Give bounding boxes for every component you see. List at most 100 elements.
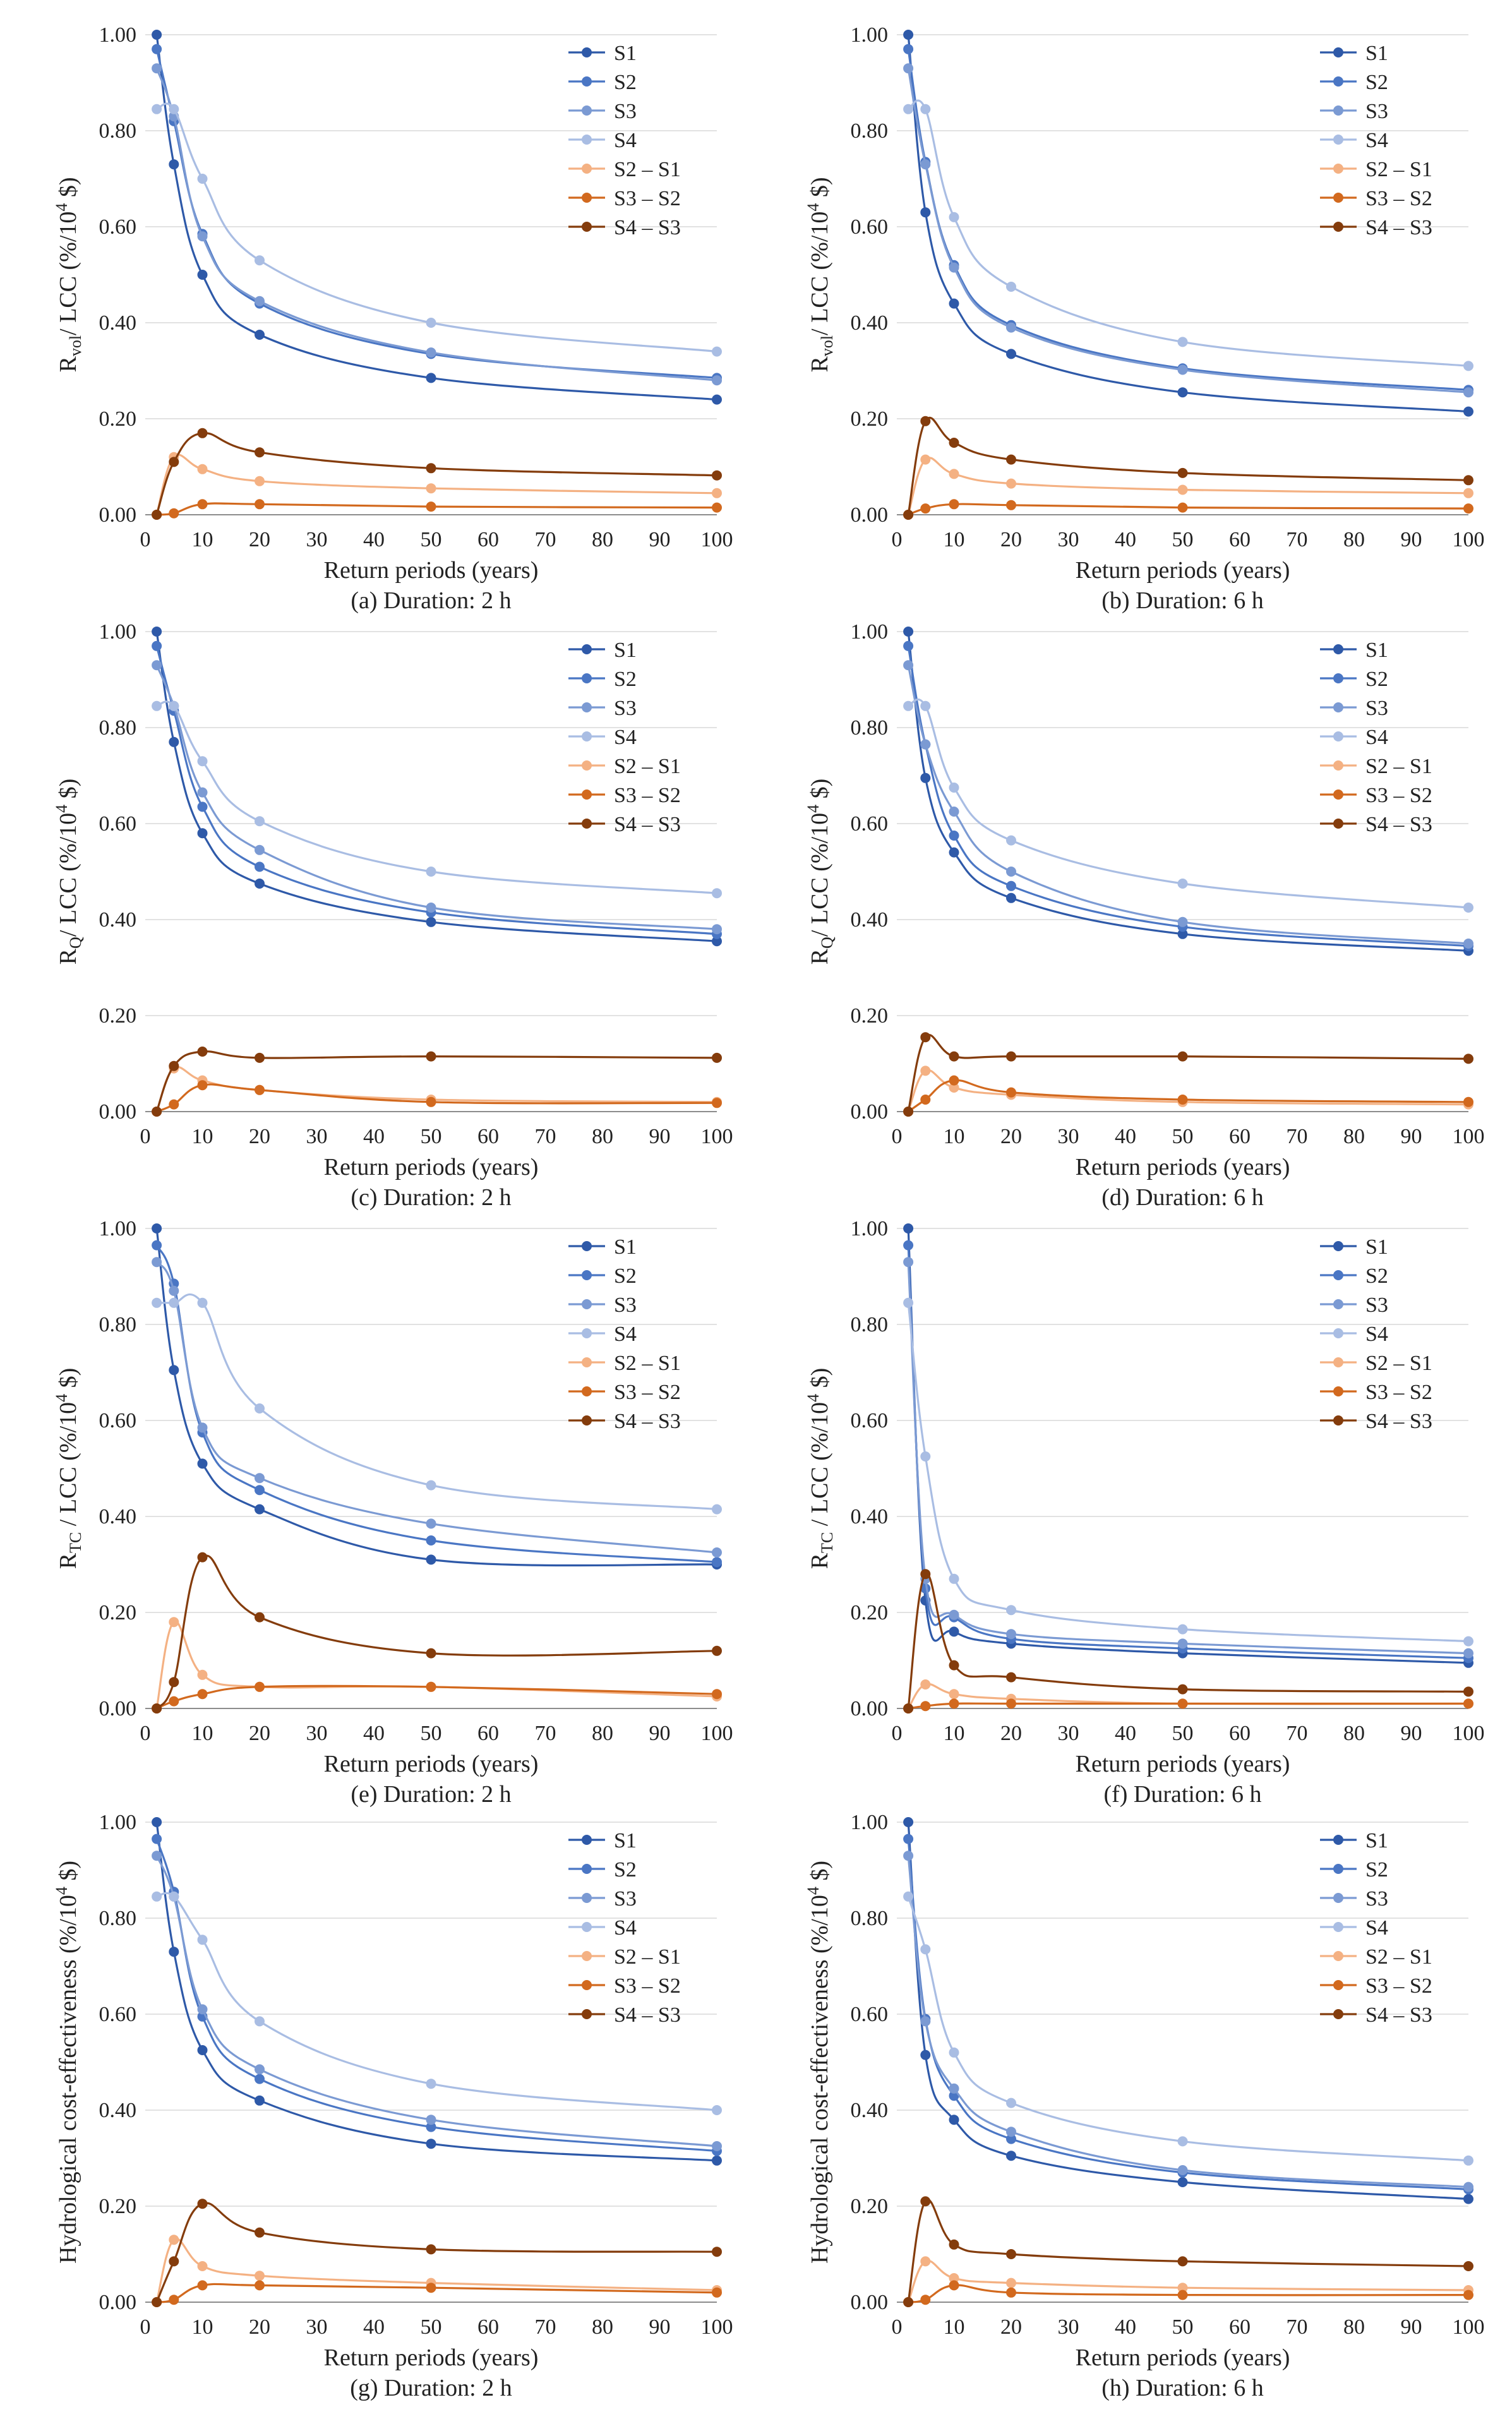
legend-marker	[1333, 1835, 1343, 1845]
data-point	[1177, 2165, 1188, 2175]
x-tick-label: 0	[892, 1722, 903, 1745]
legend-label: S3	[1365, 1294, 1388, 1317]
data-point	[169, 1947, 179, 1957]
legend-marker	[1333, 1415, 1343, 1426]
legend-label: S2	[614, 1858, 637, 1882]
legend-item: S4 – S3	[1320, 2003, 1432, 2027]
data-point	[920, 104, 931, 114]
data-point	[1006, 500, 1016, 510]
data-point	[1006, 322, 1016, 333]
legend-marker	[1333, 1328, 1343, 1338]
y-tick-label: 0.80	[851, 1907, 889, 1930]
data-point	[1463, 903, 1473, 913]
legend-label: S3	[614, 1887, 637, 1911]
legend-label: S4 – S3	[1365, 216, 1432, 239]
x-tick-label: 60	[477, 2315, 499, 2339]
data-point	[1006, 2249, 1016, 2259]
series-line-S4S3	[155, 432, 717, 515]
legend-item: S2 – S1	[1320, 158, 1432, 181]
data-point	[152, 2297, 162, 2307]
x-tick-label: 80	[1343, 528, 1365, 551]
data-point	[920, 2196, 931, 2207]
legend-item: S4	[568, 726, 637, 749]
legend-label: S3 – S2	[614, 784, 681, 807]
data-point	[197, 1935, 208, 1945]
legend-marker	[582, 47, 592, 57]
data-point	[903, 63, 914, 74]
x-axis-title: Return periods (years)	[324, 2344, 539, 2371]
data-point	[169, 1677, 179, 1688]
panel-caption: (h) Duration: 6 h	[1101, 2375, 1263, 2401]
x-tick-label: 20	[249, 1722, 270, 1745]
legend-item: S3 – S2	[1320, 187, 1432, 210]
x-tick-label: 90	[649, 528, 671, 551]
data-point	[1463, 1053, 1473, 1064]
x-tick-label: 70	[1287, 1722, 1308, 1745]
x-tick-label: 50	[421, 528, 442, 551]
x-tick-label: 40	[363, 1125, 385, 1148]
x-tick-label: 100	[701, 2315, 733, 2339]
y-tick-label: 0.00	[851, 1100, 889, 1124]
data-point	[1177, 2256, 1188, 2267]
legend-item: S4 – S3	[1320, 216, 1432, 239]
legend-label: S3 – S2	[614, 1974, 681, 1998]
legend-item: S2	[1320, 1858, 1388, 1882]
data-point	[169, 2256, 179, 2267]
series-line-S3	[907, 1856, 1469, 2188]
data-point	[1177, 2290, 1188, 2300]
data-point	[426, 2079, 436, 2089]
data-point	[426, 1681, 436, 1692]
data-point	[152, 1834, 162, 1844]
data-point	[1463, 475, 1473, 486]
x-tick-label: 100	[1453, 2315, 1485, 2339]
data-point	[949, 1051, 959, 1062]
data-point	[1006, 2098, 1016, 2108]
x-tick-label: 20	[1000, 528, 1022, 551]
data-point	[712, 1547, 722, 1558]
data-point	[1463, 406, 1473, 417]
data-point	[903, 1851, 914, 1861]
legend-marker	[582, 105, 592, 116]
legend-marker	[1333, 193, 1343, 203]
data-point	[903, 1891, 914, 1902]
x-tick-label: 70	[535, 2315, 556, 2339]
legend-item: S4	[568, 1323, 637, 1346]
legend-marker	[582, 1241, 592, 1251]
legend-item: S2	[568, 71, 637, 94]
y-tick-label: 0.40	[99, 1505, 137, 1528]
x-tick-label: 100	[701, 1125, 733, 1148]
legend-marker	[1333, 47, 1343, 57]
data-point	[949, 2280, 959, 2291]
data-point	[1177, 2283, 1188, 2293]
data-point	[255, 1052, 265, 1063]
data-point	[949, 438, 959, 448]
data-point	[712, 2155, 722, 2166]
data-point	[255, 2271, 265, 2281]
legend-marker	[582, 1893, 592, 1903]
data-point	[712, 2247, 722, 2257]
data-point	[426, 867, 436, 877]
y-tick-label: 0.20	[99, 407, 137, 431]
legend-marker	[582, 731, 592, 741]
data-point	[255, 2280, 265, 2291]
data-point	[920, 503, 931, 514]
legend-item: S1	[568, 1235, 637, 1259]
legend-label: S2	[614, 1264, 637, 1288]
data-point	[1463, 1686, 1473, 1697]
data-point	[712, 1098, 722, 1108]
x-tick-label: 40	[363, 528, 385, 551]
data-point	[949, 1626, 959, 1637]
data-point	[1463, 361, 1473, 371]
data-point	[152, 1257, 162, 1268]
legend-item: S3 – S2	[568, 784, 681, 807]
series-line-S1	[155, 1228, 717, 1567]
x-tick-label: 30	[306, 2315, 328, 2339]
data-point	[903, 1240, 914, 1251]
data-point	[1463, 2182, 1473, 2192]
y-axis-title: RTC / LCC (%/104 $)	[52, 1368, 85, 1570]
data-point	[255, 1504, 265, 1515]
data-point	[1177, 1684, 1188, 1695]
data-point	[1463, 1698, 1473, 1709]
data-point	[949, 2273, 959, 2283]
